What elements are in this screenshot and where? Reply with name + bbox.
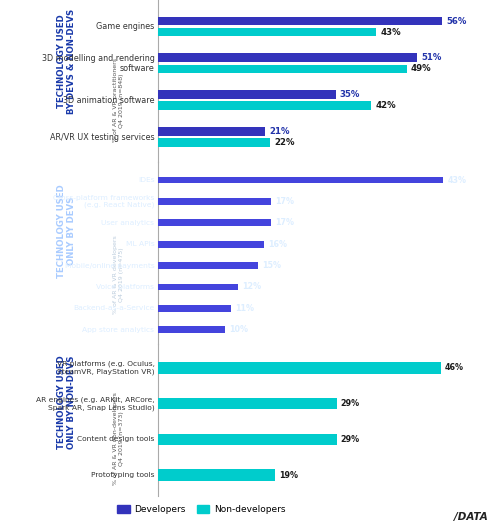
- Bar: [158, 138, 270, 147]
- Text: 29%: 29%: [341, 399, 360, 408]
- Bar: [158, 241, 265, 248]
- Text: 43%: 43%: [447, 175, 466, 184]
- Text: TECHNOLOGY USED
ONLY BY NON-DEVS: TECHNOLOGY USED ONLY BY NON-DEVS: [57, 355, 76, 449]
- Text: Prototyping tools: Prototyping tools: [91, 472, 155, 478]
- Text: 17%: 17%: [275, 218, 294, 227]
- Bar: [158, 127, 265, 136]
- Bar: [158, 305, 231, 312]
- Bar: [158, 65, 407, 74]
- Text: 3D modelling and rendering
software: 3D modelling and rendering software: [42, 54, 154, 73]
- Text: /DATA: /DATA: [454, 512, 488, 522]
- Text: AR engines (e.g. ARKit, ARCore,
Spark AR, Snap Lens Studio): AR engines (e.g. ARKit, ARCore, Spark AR…: [36, 397, 155, 411]
- Text: 21%: 21%: [269, 127, 289, 136]
- Bar: [158, 284, 238, 290]
- Text: 10%: 10%: [229, 325, 247, 334]
- Text: 17%: 17%: [275, 197, 294, 206]
- Text: % of AR & VR developers
Q4 2019 (n=475): % of AR & VR developers Q4 2019 (n=475): [114, 236, 124, 314]
- Bar: [158, 219, 271, 226]
- Bar: [158, 434, 337, 445]
- Legend: Developers, Non-developers: Developers, Non-developers: [114, 502, 289, 518]
- Text: TECHNOLOGY USED
ONLY BY DEVS: TECHNOLOGY USED ONLY BY DEVS: [57, 184, 76, 278]
- Text: 56%: 56%: [446, 16, 467, 26]
- Text: Voice platforms: Voice platforms: [97, 284, 154, 290]
- Text: Backend-as-a-Service: Backend-as-a-Service: [73, 306, 154, 311]
- Bar: [158, 262, 258, 269]
- Text: 49%: 49%: [411, 65, 432, 74]
- Bar: [158, 28, 376, 37]
- Text: User analytics: User analytics: [102, 220, 154, 226]
- Text: 35%: 35%: [340, 90, 360, 99]
- Bar: [158, 101, 371, 110]
- Bar: [158, 398, 337, 410]
- Text: AR/VR UX testing services: AR/VR UX testing services: [50, 133, 154, 142]
- Text: 3D animation software: 3D animation software: [63, 96, 154, 105]
- Bar: [158, 469, 275, 481]
- Text: 16%: 16%: [269, 240, 287, 249]
- Text: 22%: 22%: [274, 138, 294, 147]
- Text: Mobile/online payments: Mobile/online payments: [65, 262, 154, 269]
- Text: 15%: 15%: [262, 261, 281, 270]
- Text: Game engines: Game engines: [96, 22, 154, 31]
- Text: 19%: 19%: [279, 471, 298, 480]
- Text: IDEs: IDEs: [138, 177, 154, 183]
- Text: 46%: 46%: [445, 363, 464, 372]
- Text: % of AR & VR practitioners
Q4 2019 (n=848): % of AR & VR practitioners Q4 2019 (n=84…: [114, 58, 124, 142]
- Text: 42%: 42%: [375, 101, 396, 110]
- Text: Cross-platform frameworks
(e.g. React Native): Cross-platform frameworks (e.g. React Na…: [53, 195, 154, 208]
- Text: 12%: 12%: [242, 282, 261, 291]
- Text: 51%: 51%: [421, 54, 441, 62]
- Text: % of AR & VR non-developers
Q4 2019 (n=373): % of AR & VR non-developers Q4 2019 (n=3…: [114, 392, 124, 485]
- Bar: [158, 90, 336, 99]
- Text: TECHNOLOGY USED
BY DEVS & NON-DEVS: TECHNOLOGY USED BY DEVS & NON-DEVS: [57, 9, 76, 114]
- Text: VR platforms (e.g. Oculus,
SteamVR, PlayStation VR): VR platforms (e.g. Oculus, SteamVR, Play…: [57, 361, 155, 375]
- Text: 43%: 43%: [380, 28, 401, 37]
- Bar: [158, 17, 442, 25]
- Text: ML APIs: ML APIs: [126, 241, 154, 247]
- Text: 29%: 29%: [341, 435, 360, 444]
- Text: App store analytics: App store analytics: [82, 327, 154, 333]
- Bar: [158, 54, 417, 62]
- Text: Content design tools: Content design tools: [77, 436, 155, 443]
- Bar: [158, 326, 225, 333]
- Bar: [158, 198, 271, 205]
- Bar: [158, 362, 442, 374]
- Bar: [158, 176, 443, 183]
- Text: 11%: 11%: [235, 304, 255, 313]
